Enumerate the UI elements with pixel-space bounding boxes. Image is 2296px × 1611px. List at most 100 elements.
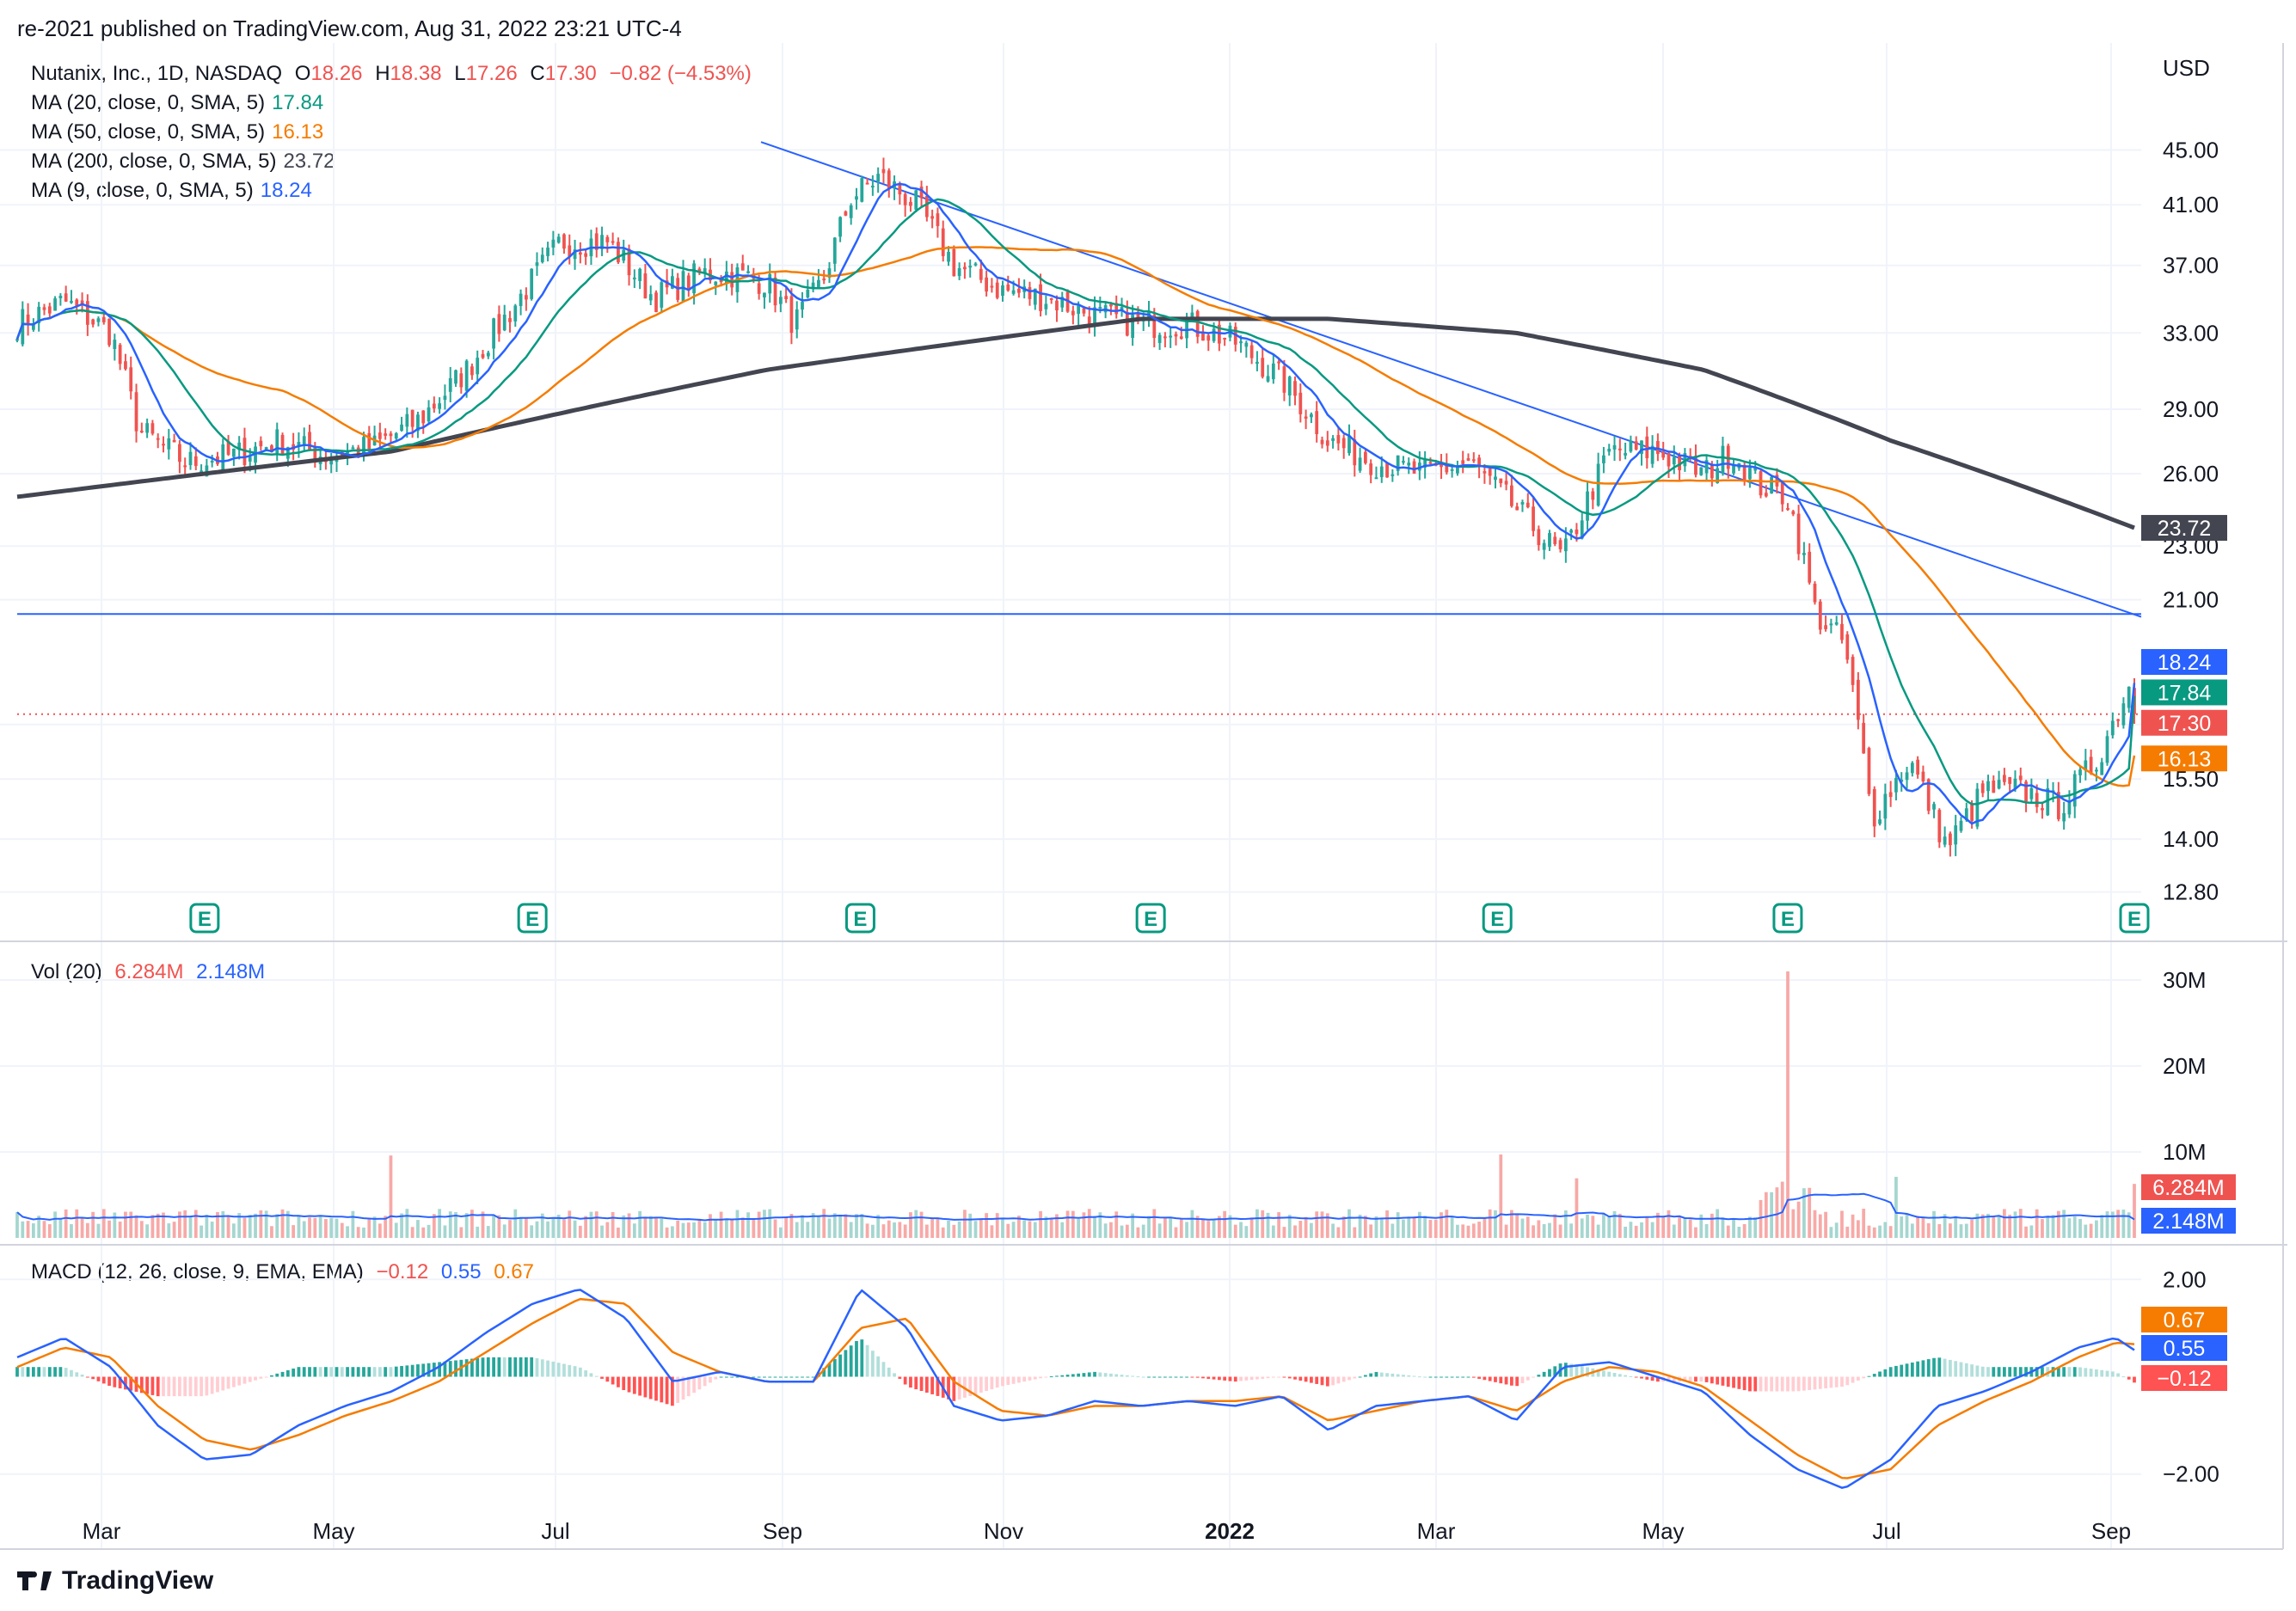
candle-body bbox=[443, 395, 447, 401]
x-axis-tick-label: Nov bbox=[984, 1518, 1023, 1544]
volume-bar bbox=[1353, 1227, 1357, 1238]
price-axis-tick: 45.00 bbox=[2163, 137, 2219, 162]
volume-bar bbox=[1845, 1226, 1850, 1238]
macd-histogram-bar bbox=[919, 1376, 924, 1392]
candle-body bbox=[502, 315, 506, 331]
volume-bar bbox=[568, 1210, 572, 1238]
candle-body bbox=[887, 170, 891, 189]
volume-bar bbox=[2133, 1184, 2136, 1238]
candle-body bbox=[909, 201, 912, 206]
candle-body bbox=[1949, 833, 1952, 846]
price-badge-bg bbox=[2141, 709, 2227, 736]
candle-body bbox=[2110, 720, 2115, 736]
volume-bar bbox=[356, 1227, 360, 1238]
candle-body bbox=[789, 296, 794, 334]
candle-body bbox=[1109, 304, 1113, 307]
macd-badge-bg bbox=[2141, 1307, 2227, 1332]
macd-pane[interactable] bbox=[15, 1289, 2136, 1490]
volume-bar bbox=[1937, 1223, 1942, 1238]
macd-histogram-bar bbox=[860, 1339, 864, 1377]
candle-body bbox=[692, 263, 696, 294]
legend-ma20[interactable]: MA (20, close, 0, SMA, 5) 17.84 bbox=[31, 91, 330, 115]
macd-histogram-bar bbox=[768, 1376, 772, 1378]
macd-histogram-bar bbox=[1310, 1376, 1313, 1383]
price-axis-tick: 37.00 bbox=[2163, 253, 2219, 279]
tradingview-branding[interactable]: TradingView bbox=[17, 1566, 213, 1596]
volume-pane[interactable] bbox=[15, 971, 2136, 1238]
volume-bar bbox=[1829, 1227, 1833, 1238]
volume-bar bbox=[15, 1212, 19, 1238]
macd-histogram-bar bbox=[118, 1376, 122, 1389]
macd-histogram-bar bbox=[1640, 1376, 1643, 1379]
macd-histogram-bar bbox=[2072, 1367, 2077, 1377]
macd-histogram-bar bbox=[1716, 1376, 1720, 1385]
macd-histogram-bar bbox=[1103, 1373, 1108, 1377]
volume-bar bbox=[1591, 1216, 1595, 1238]
macd-histogram-bar bbox=[1212, 1376, 1216, 1380]
candle-body bbox=[1542, 542, 1546, 550]
volume-bar bbox=[85, 1222, 89, 1238]
candle-body bbox=[1201, 332, 1205, 341]
macd-histogram-bar bbox=[1509, 1376, 1513, 1386]
volume-bar bbox=[1872, 1227, 1876, 1238]
volume-bar bbox=[1157, 1223, 1162, 1238]
candle-body bbox=[838, 217, 842, 237]
ma20-value: 17.84 bbox=[272, 91, 324, 114]
volume-bar bbox=[697, 1218, 702, 1238]
macd-histogram-bar bbox=[1433, 1376, 1438, 1378]
macd-histogram-bar bbox=[709, 1376, 712, 1383]
candle-body bbox=[817, 279, 820, 287]
volume-bar bbox=[394, 1222, 398, 1238]
price-axis-tick: 41.00 bbox=[2163, 192, 2219, 217]
macd-histogram-bar bbox=[1456, 1376, 1459, 1378]
macd-histogram-bar bbox=[1239, 1376, 1243, 1381]
volume-bar bbox=[1634, 1225, 1638, 1238]
macd-histogram-bar bbox=[37, 1367, 41, 1377]
macd-histogram-bar bbox=[1440, 1376, 1443, 1378]
volume-bar bbox=[1813, 1210, 1817, 1238]
candle-body bbox=[1515, 506, 1519, 511]
volume-bar bbox=[37, 1216, 41, 1238]
candle-body bbox=[827, 268, 832, 278]
candle-body bbox=[1721, 445, 1725, 474]
macd-histogram-bar bbox=[2078, 1367, 2082, 1377]
candle-body bbox=[1808, 551, 1812, 583]
candle-body bbox=[2072, 774, 2077, 807]
candle-body bbox=[968, 266, 973, 268]
symbol-name[interactable]: Nutanix, Inc., 1D, NASDAQ bbox=[31, 62, 283, 85]
volume-bar bbox=[275, 1214, 279, 1238]
macd-histogram-bar bbox=[1445, 1376, 1449, 1378]
macd-histogram-bar bbox=[150, 1376, 155, 1395]
ma9-label: MA (9, close, 0, SMA, 5) bbox=[31, 179, 254, 202]
volume-bar bbox=[1255, 1209, 1259, 1238]
volume-bar bbox=[205, 1215, 209, 1238]
macd-histogram-bar bbox=[605, 1376, 610, 1382]
volume-bar bbox=[1645, 1217, 1649, 1238]
volume-bar bbox=[1341, 1216, 1346, 1238]
candle-body bbox=[421, 410, 426, 424]
volume-bar bbox=[692, 1222, 696, 1238]
volume-bar bbox=[1840, 1210, 1844, 1238]
candle-body bbox=[1428, 462, 1433, 464]
candle-body bbox=[2127, 686, 2131, 708]
candle-body bbox=[686, 275, 691, 290]
volume-bar bbox=[1440, 1212, 1443, 1238]
macd-histogram-bar bbox=[1526, 1376, 1530, 1381]
macd-histogram-bar bbox=[1959, 1362, 1963, 1377]
macd-histogram-bar bbox=[881, 1362, 886, 1377]
macd-histogram-bar bbox=[1672, 1376, 1676, 1382]
candle-body bbox=[860, 178, 864, 202]
candle-body bbox=[226, 441, 230, 455]
legend-ma9[interactable]: MA (9, close, 0, SMA, 5) 18.24 bbox=[31, 179, 319, 203]
volume-bar bbox=[193, 1210, 198, 1238]
macd-histogram-bar bbox=[1563, 1363, 1568, 1377]
legend-ma200[interactable]: MA (200, close, 0, SMA, 5) 23.72 bbox=[31, 150, 342, 174]
candle-body bbox=[464, 360, 469, 391]
volume-bar bbox=[2110, 1211, 2115, 1238]
candle-body bbox=[1494, 476, 1497, 481]
legend-ma50[interactable]: MA (50, close, 0, SMA, 5) 16.13 bbox=[31, 120, 330, 144]
volume-bar bbox=[1379, 1217, 1384, 1238]
volume-bar bbox=[1808, 1187, 1812, 1238]
